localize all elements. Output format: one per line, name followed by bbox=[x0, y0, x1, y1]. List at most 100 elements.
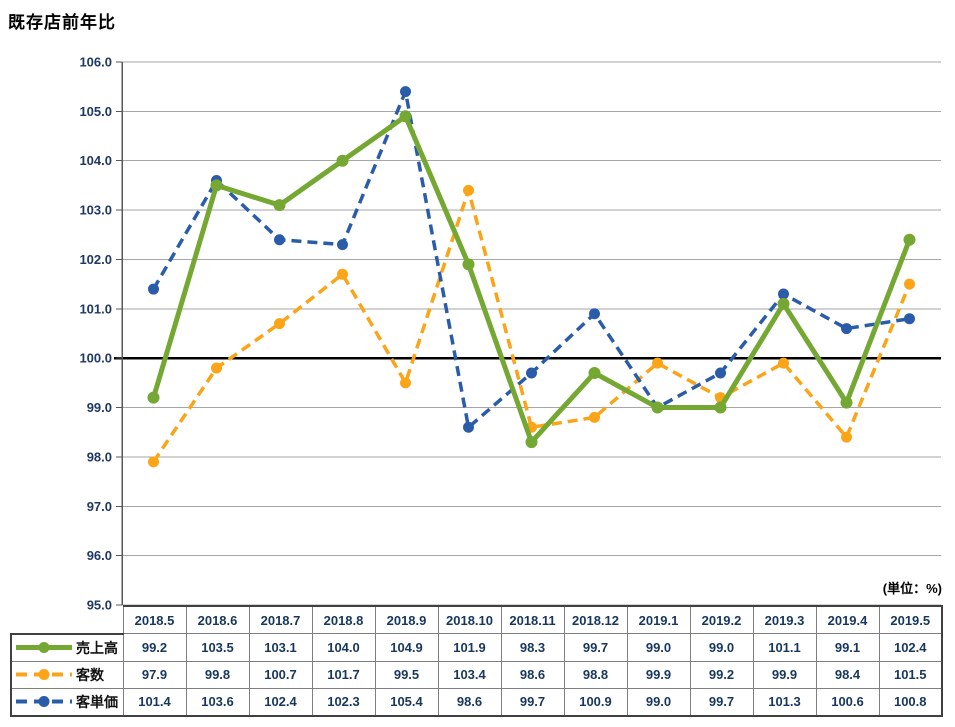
legend-label-sales: 売上高 bbox=[76, 639, 118, 656]
legend-swatch-customers bbox=[16, 669, 72, 680]
month-header: 2019.5 bbox=[878, 605, 943, 634]
series-marker-customers bbox=[148, 456, 159, 468]
y-tick-label: 100.0 bbox=[79, 351, 112, 366]
y-tick-label: 96.0 bbox=[87, 548, 112, 563]
series-marker-sales bbox=[714, 401, 727, 414]
month-header: 2018.11 bbox=[500, 605, 565, 634]
series-marker-customers bbox=[400, 377, 411, 389]
y-tick-label: 106.0 bbox=[79, 55, 112, 70]
value-cell-spend: 100.9 bbox=[563, 687, 628, 717]
series-marker-sales bbox=[210, 179, 223, 192]
series-marker-spend bbox=[778, 288, 789, 300]
value-cell-spend: 105.4 bbox=[374, 687, 439, 717]
value-cell-spend: 102.4 bbox=[248, 687, 313, 717]
value-cell-customers: 99.2 bbox=[689, 660, 754, 689]
value-cell-customers: 103.4 bbox=[437, 660, 502, 689]
series-marker-sales bbox=[651, 401, 664, 414]
table-row-sales: 売上高 99.2 103.5 103.1 104.0 104.9 101.9 98.3 99.7… bbox=[10, 632, 943, 662]
value-cell-customers: 99.8 bbox=[185, 660, 250, 689]
table-row-spend: 客単価 101.4 103.6 102.4 102.3 105.4 98.6 99.7 100.… bbox=[10, 687, 943, 717]
legend-cell-spend: 客単価 bbox=[10, 687, 124, 717]
value-cell-sales: 99.2 bbox=[122, 633, 187, 662]
value-cell-sales: 99.1 bbox=[815, 633, 880, 662]
series-marker-sales bbox=[273, 199, 286, 212]
month-header: 2018.5 bbox=[122, 605, 187, 634]
table-row-customers: 客数 97.9 99.8 100.7 101.7 99.5 103.4 98.6 98.8 99.… bbox=[10, 660, 943, 689]
y-tick-label: 97.0 bbox=[87, 499, 112, 514]
value-cell-spend: 103.6 bbox=[185, 687, 250, 717]
value-cell-customers: 101.7 bbox=[311, 660, 376, 689]
value-cell-spend: 99.0 bbox=[626, 687, 691, 717]
y-tick-label: 102.0 bbox=[79, 252, 112, 267]
month-header: 2019.4 bbox=[815, 605, 880, 634]
series-marker-spend bbox=[904, 313, 915, 325]
value-cell-sales: 103.5 bbox=[185, 633, 250, 662]
value-cell-sales: 99.0 bbox=[626, 633, 691, 662]
legend-swatch-spend bbox=[16, 696, 72, 707]
series-marker-sales bbox=[777, 297, 790, 310]
value-cell-sales: 104.9 bbox=[374, 633, 439, 662]
series-marker-spend bbox=[589, 308, 600, 320]
series-marker-spend bbox=[463, 421, 474, 433]
series-marker-spend bbox=[148, 283, 159, 295]
trend-chart: 106.0 105.0 104.0 103.0 102.0 101.0 100.0 99.0 9… bbox=[79, 55, 941, 613]
series-marker-spend bbox=[274, 234, 285, 246]
value-cell-customers: 99.9 bbox=[752, 660, 817, 689]
series-marker-customers bbox=[463, 184, 474, 196]
series-line-sales bbox=[151, 113, 912, 445]
unit-label: (単位：%) bbox=[882, 581, 942, 596]
value-cell-sales: 104.0 bbox=[311, 633, 376, 662]
month-header: 2018.12 bbox=[563, 605, 628, 634]
y-tick-label: 95.0 bbox=[87, 598, 112, 613]
value-cell-sales: 99.0 bbox=[689, 633, 754, 662]
value-cell-customers: 99.9 bbox=[626, 660, 691, 689]
value-cell-spend: 102.3 bbox=[311, 687, 376, 717]
value-cell-sales: 101.1 bbox=[752, 633, 817, 662]
value-cell-sales: 98.3 bbox=[500, 633, 565, 662]
value-cell-customers: 100.7 bbox=[248, 660, 313, 689]
legend-entry-sales: 売上高 bbox=[12, 638, 123, 658]
series-marker-spend bbox=[337, 239, 348, 251]
legend-label-customers: 客数 bbox=[76, 666, 104, 683]
value-cell-customers: 99.5 bbox=[374, 660, 439, 689]
legend-swatch-sales bbox=[16, 642, 72, 653]
month-header: 2018.9 bbox=[374, 605, 439, 634]
series-marker-sales bbox=[462, 258, 475, 271]
month-header: 2019.3 bbox=[752, 605, 817, 634]
data-table: 2018.5 2018.6 2018.7 2018.8 2018.9 2018.10 201… bbox=[10, 605, 943, 717]
series-marker-spend bbox=[526, 367, 537, 379]
series-marker-sales bbox=[525, 436, 538, 449]
series-marker-customers bbox=[904, 278, 915, 290]
series-marker-customers bbox=[589, 411, 600, 423]
legend-entry-spend: 客単価 bbox=[12, 692, 123, 712]
value-cell-spend: 99.7 bbox=[500, 687, 565, 717]
series-marker-sales bbox=[147, 391, 160, 404]
y-tick-label: 101.0 bbox=[79, 301, 112, 316]
series-marker-sales bbox=[399, 110, 412, 123]
y-tick-label: 99.0 bbox=[87, 400, 112, 415]
legend-cell-sales: 売上高 bbox=[10, 632, 124, 662]
series-marker-customers bbox=[211, 362, 222, 374]
legend-cell-customers: 客数 bbox=[10, 660, 124, 689]
month-header: 2018.7 bbox=[248, 605, 313, 634]
y-tick-label: 98.0 bbox=[87, 449, 112, 464]
legend-entry-customers: 客数 bbox=[12, 665, 123, 685]
series-marker-sales bbox=[840, 396, 853, 409]
value-cell-spend: 100.8 bbox=[878, 687, 943, 717]
y-tick-label: 105.0 bbox=[79, 104, 112, 119]
series-marker-spend bbox=[841, 323, 852, 335]
table-corner-empty bbox=[11, 606, 123, 634]
y-tick-label: 104.0 bbox=[79, 153, 112, 168]
series-marker-spend bbox=[715, 367, 726, 379]
series-marker-spend bbox=[400, 86, 411, 98]
value-cell-customers: 98.4 bbox=[815, 660, 880, 689]
y-tick-label: 103.0 bbox=[79, 203, 112, 218]
series-marker-sales bbox=[903, 233, 916, 246]
month-header: 2019.2 bbox=[689, 605, 754, 634]
value-cell-customers: 98.6 bbox=[500, 660, 565, 689]
series-marker-customers bbox=[778, 357, 789, 369]
series-marker-sales bbox=[336, 154, 349, 167]
month-header: 2019.1 bbox=[626, 605, 691, 634]
value-cell-spend: 100.6 bbox=[815, 687, 880, 717]
